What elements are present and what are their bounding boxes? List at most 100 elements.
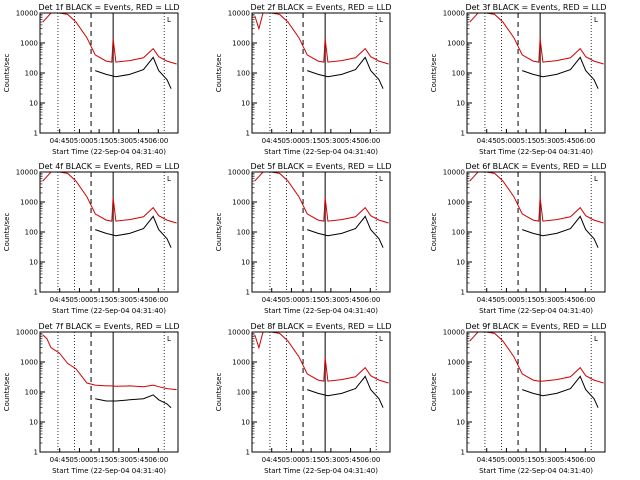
y-axis-label: Counts/sec (430, 54, 438, 93)
y-tick-label: 1 (461, 449, 465, 457)
y-tick-label: 10000 (228, 329, 250, 337)
y-tick-label: 1 (461, 130, 465, 138)
plot-frame (39, 12, 179, 134)
x-tick-label: 05:15 (516, 456, 536, 464)
corner-glyph: L (379, 16, 383, 24)
panel-3: Det 3f BLACK = Events, RED = LLD Counts/s… (430, 3, 607, 156)
panel-title: Det 1f BLACK = Events, RED = LLD (38, 3, 179, 12)
x-tick-label: 05:00 (281, 456, 301, 464)
y-tick-label: 1 (34, 130, 38, 138)
y-tick-label: 10 (29, 100, 38, 108)
y-tick-label: 10 (29, 419, 38, 427)
panel-title: Det 8f BLACK = Events, RED = LLD (250, 322, 391, 331)
lld-series-line (254, 332, 389, 384)
y-tick-label: 1 (34, 289, 38, 297)
corner-glyph: L (594, 16, 598, 24)
x-tick-label: 06:00 (148, 137, 168, 145)
x-tick-label: 06:00 (575, 296, 595, 304)
y-axis-label: Counts/sec (3, 54, 11, 93)
panel-title: Det 4f BLACK = Events, RED = LLD (38, 162, 179, 171)
x-tick-label: 05:30 (321, 296, 341, 304)
lld-series-line (254, 172, 389, 224)
x-tick-label: 05:45 (128, 296, 148, 304)
x-axis-label: Start Time (22-Sep-04 04:31:40) (52, 467, 166, 475)
events-series-line (522, 56, 599, 89)
events-series-line (307, 56, 384, 89)
y-tick-label: 10000 (16, 10, 38, 18)
panel-title: Det 2f BLACK = Events, RED = LLD (250, 3, 391, 12)
x-tick-label: 05:45 (128, 137, 148, 145)
x-tick-label: 05:00 (69, 296, 89, 304)
x-tick-label: 05:45 (340, 137, 360, 145)
plot-frame (251, 12, 391, 134)
corner-glyph: L (167, 175, 171, 183)
y-tick-label: 1000 (447, 40, 465, 48)
panel-6: Det 6f BLACK = Events, RED = LLD Counts/s… (430, 162, 607, 315)
x-tick-label: 05:45 (340, 456, 360, 464)
x-tick-label: 06:00 (148, 456, 168, 464)
events-series-line (95, 215, 172, 248)
y-axis-label: Counts/sec (430, 373, 438, 412)
panel-1: Det 1f BLACK = Events, RED = LLD Counts/s… (3, 3, 180, 156)
x-axis-label: Start Time (22-Sep-04 04:31:40) (52, 148, 166, 156)
events-series-line (307, 215, 384, 248)
x-tick-label: 05:30 (321, 137, 341, 145)
plot-frame (466, 12, 606, 134)
lld-series-line (42, 172, 177, 224)
plot-frame (251, 331, 391, 453)
events-series-line (307, 375, 384, 408)
x-tick-label: 05:15 (516, 137, 536, 145)
corner-glyph: L (167, 16, 171, 24)
panel-title: Det 5f BLACK = Events, RED = LLD (250, 162, 391, 171)
x-tick-label: 05:30 (536, 456, 556, 464)
x-tick-label: 04:45 (262, 296, 282, 304)
x-tick-label: 05:00 (496, 296, 516, 304)
corner-glyph: L (379, 335, 383, 343)
x-axis-label: Start Time (22-Sep-04 04:31:40) (479, 148, 593, 156)
y-tick-label: 10000 (16, 329, 38, 337)
corner-glyph: L (167, 335, 171, 343)
y-tick-label: 1 (34, 449, 38, 457)
panel-title: Det 6f BLACK = Events, RED = LLD (465, 162, 606, 171)
plot-frame (466, 331, 606, 453)
lld-series-line (42, 13, 177, 65)
lld-series-line (42, 334, 177, 391)
y-tick-label: 1000 (232, 199, 250, 207)
x-tick-label: 04:45 (50, 456, 70, 464)
y-tick-label: 1 (246, 449, 250, 457)
x-tick-label: 05:30 (109, 296, 129, 304)
y-tick-label: 100 (237, 389, 250, 397)
y-axis-label: Counts/sec (3, 373, 11, 412)
y-tick-label: 10 (456, 100, 465, 108)
x-tick-label: 05:45 (128, 456, 148, 464)
y-tick-label: 10 (241, 419, 250, 427)
corner-glyph: L (594, 175, 598, 183)
x-axis-label: Start Time (22-Sep-04 04:31:40) (264, 467, 378, 475)
x-tick-label: 05:15 (516, 296, 536, 304)
x-tick-label: 05:15 (89, 456, 109, 464)
y-tick-label: 10 (456, 259, 465, 267)
y-axis-label: Counts/sec (430, 213, 438, 252)
y-tick-label: 10 (241, 100, 250, 108)
x-tick-label: 05:00 (69, 137, 89, 145)
x-tick-label: 05:15 (301, 137, 321, 145)
x-tick-label: 04:45 (50, 296, 70, 304)
y-tick-label: 1000 (447, 199, 465, 207)
y-tick-label: 100 (25, 70, 38, 78)
panel-7: Det 7f BLACK = Events, RED = LLD Counts/s… (3, 322, 180, 475)
y-tick-label: 1000 (447, 359, 465, 367)
x-tick-label: 04:45 (262, 456, 282, 464)
y-axis-label: Counts/sec (3, 213, 11, 252)
y-tick-label: 100 (25, 229, 38, 237)
plot-frame (251, 171, 391, 293)
y-tick-label: 10000 (228, 10, 250, 18)
lld-series-line (469, 13, 604, 65)
x-tick-label: 05:30 (109, 456, 129, 464)
x-axis-label: Start Time (22-Sep-04 04:31:40) (479, 467, 593, 475)
panel-4: Det 4f BLACK = Events, RED = LLD Counts/s… (3, 162, 180, 315)
y-tick-label: 1000 (20, 199, 38, 207)
x-tick-label: 05:00 (496, 456, 516, 464)
y-tick-label: 1000 (232, 359, 250, 367)
y-tick-label: 10000 (443, 10, 465, 18)
